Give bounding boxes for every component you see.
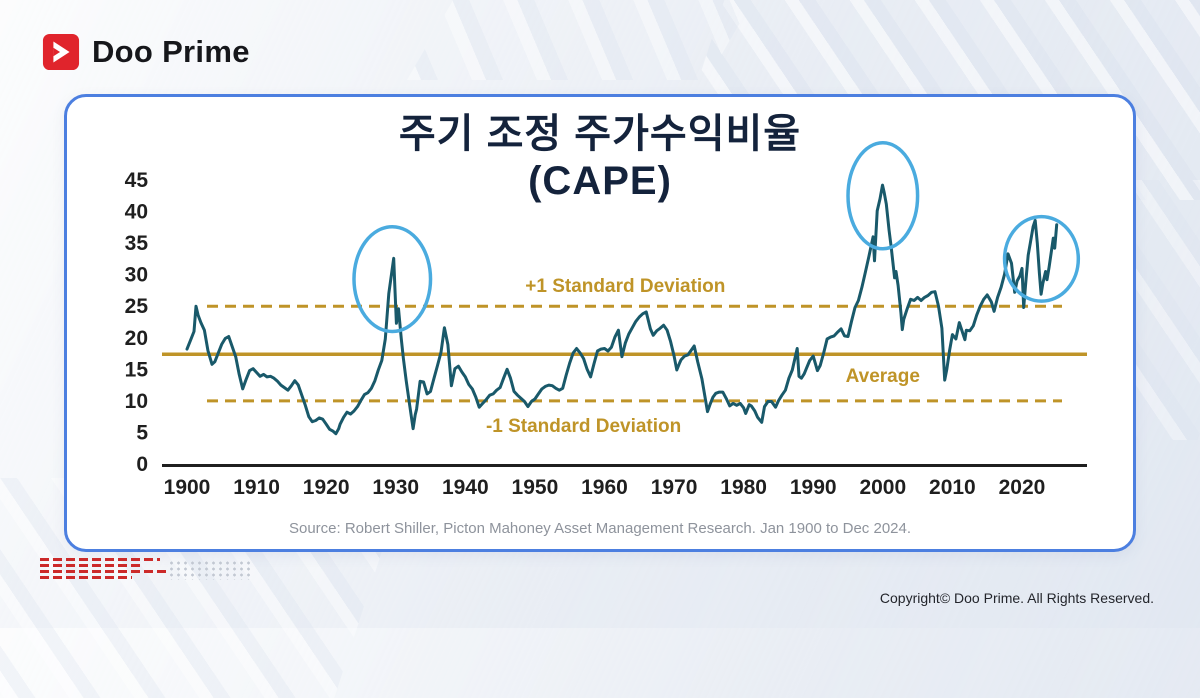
dot-block: [168, 560, 254, 580]
cape-chart: +1 Standard Deviation -1 Standard Deviati…: [125, 141, 1087, 499]
chart-source: Source: Robert Shiller, Picton Mahoney A…: [288, 520, 912, 537]
svg-text:Average: Average: [846, 366, 920, 387]
svg-text:45: 45: [125, 169, 149, 192]
background-decoration: [406, 0, 754, 80]
svg-text:15: 15: [125, 358, 149, 381]
svg-text:-1 Standard Deviation: -1 Standard Deviation: [486, 416, 681, 437]
doo-prime-logo: Doo Prime: [42, 33, 250, 71]
svg-text:1960: 1960: [581, 476, 628, 499]
svg-text:35: 35: [125, 232, 149, 255]
svg-text:1940: 1940: [442, 476, 489, 499]
chart-title-line1: 주기 조정 주가수익비율: [398, 112, 802, 156]
copyright-text: Copyright© Doo Prime. All Rights Reserve…: [879, 590, 1154, 606]
svg-text:1910: 1910: [233, 476, 280, 499]
svg-text:+1 Standard Deviation: +1 Standard Deviation: [525, 276, 725, 297]
svg-text:2010: 2010: [929, 476, 976, 499]
dash-row: [40, 558, 160, 561]
svg-text:1970: 1970: [651, 476, 698, 499]
chart-title-line2: (CAPE): [528, 159, 672, 204]
svg-text:40: 40: [125, 201, 148, 224]
chart-card: +1 Standard Deviation -1 Standard Deviati…: [64, 94, 1136, 552]
svg-text:0: 0: [136, 453, 148, 476]
svg-text:25: 25: [125, 295, 149, 318]
svg-text:1980: 1980: [720, 476, 767, 499]
doo-prime-logo-icon: [42, 33, 80, 71]
halftone-decoration: [40, 558, 254, 584]
brand-name: Doo Prime: [92, 34, 250, 69]
dash-row: [40, 564, 144, 567]
svg-text:1930: 1930: [372, 476, 419, 499]
svg-text:1950: 1950: [512, 476, 559, 499]
dash-row: [40, 576, 132, 579]
svg-text:1900: 1900: [164, 476, 211, 499]
svg-text:30: 30: [125, 264, 148, 287]
chart-title: 주기 조정 주가수익비율 (CAPE): [67, 111, 1133, 205]
svg-text:2020: 2020: [999, 476, 1046, 499]
svg-text:20: 20: [125, 327, 148, 350]
svg-text:2000: 2000: [859, 476, 906, 499]
svg-text:1920: 1920: [303, 476, 350, 499]
dash-row: [40, 570, 168, 573]
svg-text:10: 10: [125, 390, 148, 413]
svg-text:5: 5: [136, 421, 148, 444]
svg-text:1990: 1990: [790, 476, 837, 499]
